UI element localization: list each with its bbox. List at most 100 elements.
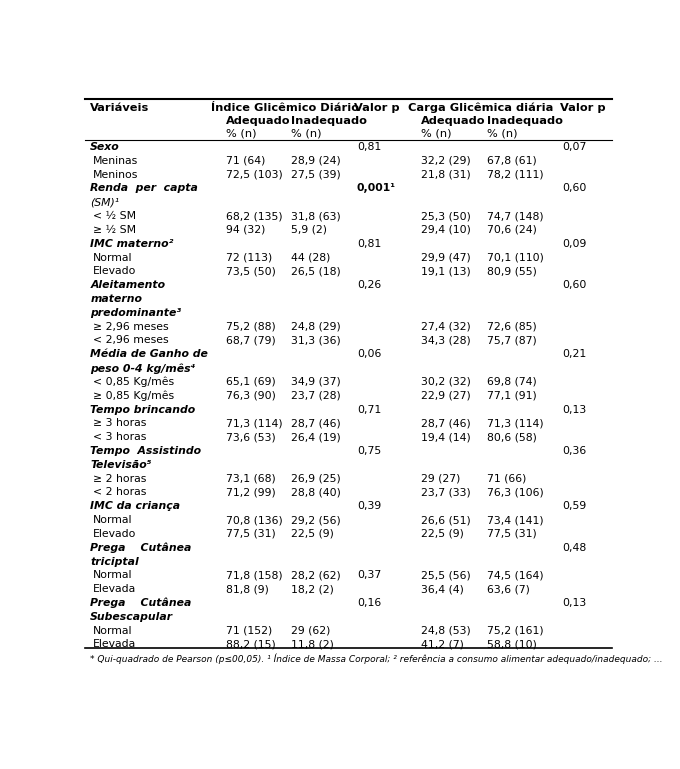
Text: 0,39: 0,39 bbox=[357, 501, 381, 511]
Text: 34,3 (28): 34,3 (28) bbox=[421, 335, 471, 345]
Text: Tempo brincando: Tempo brincando bbox=[90, 404, 196, 414]
Text: 69,8 (74): 69,8 (74) bbox=[487, 377, 537, 387]
Text: 0,21: 0,21 bbox=[562, 349, 587, 359]
Text: 31,3 (36): 31,3 (36) bbox=[290, 335, 340, 345]
Text: 0,71: 0,71 bbox=[357, 404, 381, 414]
Text: 24,8 (53): 24,8 (53) bbox=[421, 626, 471, 636]
Text: ≥ 2,96 meses: ≥ 2,96 meses bbox=[93, 321, 169, 331]
Text: 36,4 (4): 36,4 (4) bbox=[421, 584, 464, 594]
Text: 0,59: 0,59 bbox=[562, 501, 587, 511]
Text: 75,2 (161): 75,2 (161) bbox=[487, 626, 543, 636]
Text: % (n): % (n) bbox=[290, 129, 321, 139]
Text: 78,2 (111): 78,2 (111) bbox=[487, 170, 543, 180]
Text: 26,6 (51): 26,6 (51) bbox=[421, 515, 471, 525]
Text: Adequado: Adequado bbox=[421, 116, 486, 126]
Text: < 3 horas: < 3 horas bbox=[93, 432, 146, 442]
Text: 18,2 (2): 18,2 (2) bbox=[290, 584, 333, 594]
Text: Prega    Cutânea: Prega Cutânea bbox=[90, 543, 192, 553]
Text: 71,8 (158): 71,8 (158) bbox=[226, 571, 283, 581]
Text: 72,6 (85): 72,6 (85) bbox=[487, 321, 537, 331]
Text: 75,2 (88): 75,2 (88) bbox=[226, 321, 276, 331]
Text: IMC da criança: IMC da criança bbox=[90, 501, 180, 511]
Text: 28,7 (46): 28,7 (46) bbox=[290, 418, 340, 428]
Text: 74,5 (164): 74,5 (164) bbox=[487, 571, 543, 581]
Text: 28,9 (24): 28,9 (24) bbox=[290, 156, 340, 166]
Text: 80,9 (55): 80,9 (55) bbox=[487, 266, 537, 276]
Text: triciptal: triciptal bbox=[90, 557, 139, 567]
Text: Meninos: Meninos bbox=[93, 170, 138, 180]
Text: 22,9 (27): 22,9 (27) bbox=[421, 391, 471, 401]
Text: 28,8 (40): 28,8 (40) bbox=[290, 488, 341, 498]
Text: Índice Glicêmico Diário: Índice Glicêmico Diário bbox=[211, 103, 359, 113]
Text: 73,5 (50): 73,5 (50) bbox=[226, 266, 276, 276]
Text: 0,60: 0,60 bbox=[562, 184, 587, 194]
Text: Média de Ganho de: Média de Ganho de bbox=[90, 349, 208, 359]
Text: 22,5 (9): 22,5 (9) bbox=[421, 529, 464, 539]
Text: 65,1 (69): 65,1 (69) bbox=[226, 377, 276, 387]
Text: 34,9 (37): 34,9 (37) bbox=[290, 377, 340, 387]
Text: 0,07: 0,07 bbox=[562, 142, 587, 152]
Text: 26,9 (25): 26,9 (25) bbox=[290, 474, 340, 484]
Text: 71,3 (114): 71,3 (114) bbox=[487, 418, 543, 428]
Text: 68,2 (135): 68,2 (135) bbox=[226, 211, 283, 221]
Text: 0,37: 0,37 bbox=[357, 571, 381, 581]
Text: 70,1 (110): 70,1 (110) bbox=[487, 252, 543, 262]
Text: 28,2 (62): 28,2 (62) bbox=[290, 571, 340, 581]
Text: 19,4 (14): 19,4 (14) bbox=[421, 432, 471, 442]
Text: Tempo  Assistindo: Tempo Assistindo bbox=[90, 446, 201, 456]
Text: 72,5 (103): 72,5 (103) bbox=[226, 170, 283, 180]
Text: 11,8 (2): 11,8 (2) bbox=[290, 639, 333, 649]
Text: materno: materno bbox=[90, 294, 142, 304]
Text: 28,7 (46): 28,7 (46) bbox=[421, 418, 471, 428]
Text: 0,13: 0,13 bbox=[562, 598, 587, 608]
Text: 29,2 (56): 29,2 (56) bbox=[290, 515, 340, 525]
Text: < ½ SM: < ½ SM bbox=[93, 211, 136, 221]
Text: < 2,96 meses: < 2,96 meses bbox=[93, 335, 169, 345]
Text: 27,4 (32): 27,4 (32) bbox=[421, 321, 471, 331]
Text: 26,4 (19): 26,4 (19) bbox=[290, 432, 340, 442]
Text: 71 (66): 71 (66) bbox=[487, 474, 526, 484]
Text: * Qui-quadrado de Pearson (p≤00,05). ¹ Índice de Massa Corporal; ² referência a : * Qui-quadrado de Pearson (p≤00,05). ¹ Í… bbox=[90, 653, 663, 664]
Text: 26,5 (18): 26,5 (18) bbox=[290, 266, 340, 276]
Text: 76,3 (90): 76,3 (90) bbox=[226, 391, 276, 401]
Text: Aleitamento: Aleitamento bbox=[90, 280, 165, 290]
Text: 75,7 (87): 75,7 (87) bbox=[487, 335, 537, 345]
Text: 0,06: 0,06 bbox=[357, 349, 381, 359]
Text: 0,81: 0,81 bbox=[357, 238, 381, 248]
Text: 0,60: 0,60 bbox=[562, 280, 587, 290]
Text: 71,2 (99): 71,2 (99) bbox=[226, 488, 276, 498]
Text: 77,5 (31): 77,5 (31) bbox=[226, 529, 276, 539]
Text: 73,4 (141): 73,4 (141) bbox=[487, 515, 543, 525]
Text: 32,2 (29): 32,2 (29) bbox=[421, 156, 471, 166]
Text: 0,26: 0,26 bbox=[357, 280, 381, 290]
Text: 77,5 (31): 77,5 (31) bbox=[487, 529, 537, 539]
Text: 73,1 (68): 73,1 (68) bbox=[226, 474, 276, 484]
Text: 24,8 (29): 24,8 (29) bbox=[290, 321, 340, 331]
Text: 21,8 (31): 21,8 (31) bbox=[421, 170, 471, 180]
Text: Normal: Normal bbox=[93, 515, 133, 525]
Text: predominante³: predominante³ bbox=[90, 308, 182, 318]
Text: Elevado: Elevado bbox=[93, 266, 136, 276]
Text: IMC materno²: IMC materno² bbox=[90, 238, 173, 248]
Text: 74,7 (148): 74,7 (148) bbox=[487, 211, 543, 221]
Text: ≥ 0,85 Kg/mês: ≥ 0,85 Kg/mês bbox=[93, 391, 174, 401]
Text: Inadequado: Inadequado bbox=[487, 116, 562, 126]
Text: ≥ 3 horas: ≥ 3 horas bbox=[93, 418, 146, 428]
Text: 0,16: 0,16 bbox=[357, 598, 381, 608]
Text: 0,36: 0,36 bbox=[562, 446, 587, 456]
Text: Normal: Normal bbox=[93, 252, 133, 262]
Text: 67,8 (61): 67,8 (61) bbox=[487, 156, 537, 166]
Text: < 2 horas: < 2 horas bbox=[93, 488, 146, 498]
Text: < 0,85 Kg/mês: < 0,85 Kg/mês bbox=[93, 377, 174, 388]
Text: 31,8 (63): 31,8 (63) bbox=[290, 211, 340, 221]
Text: Adequado: Adequado bbox=[226, 116, 291, 126]
Text: 77,1 (91): 77,1 (91) bbox=[487, 391, 537, 401]
Text: 25,3 (50): 25,3 (50) bbox=[421, 211, 471, 221]
Text: 0,75: 0,75 bbox=[357, 446, 381, 456]
Text: Meninas: Meninas bbox=[93, 156, 138, 166]
Text: 44 (28): 44 (28) bbox=[290, 252, 330, 262]
Text: 88,2 (15): 88,2 (15) bbox=[226, 639, 276, 649]
Text: 41,2 (7): 41,2 (7) bbox=[421, 639, 464, 649]
Text: Elevada: Elevada bbox=[93, 639, 136, 649]
Text: ≥ 2 horas: ≥ 2 horas bbox=[93, 474, 146, 484]
